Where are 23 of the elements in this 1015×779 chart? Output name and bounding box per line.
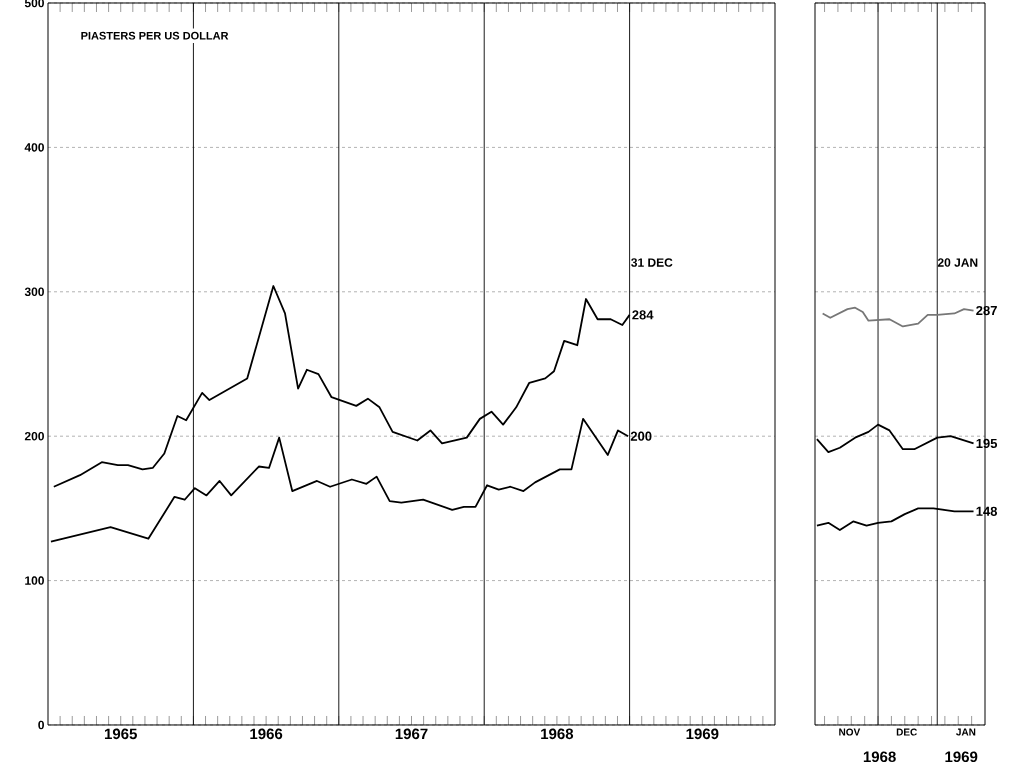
y-tick-label: 100 <box>25 576 44 585</box>
annotation: 31 DEC <box>631 258 673 267</box>
data-label: 195 <box>976 438 998 449</box>
x-tick-label: NOV <box>839 728 861 736</box>
annotation: 20 JAN <box>937 258 978 267</box>
text: 1969 <box>945 751 978 763</box>
x-tick-label: DEC <box>896 728 917 736</box>
x-tick-label: JAN <box>956 728 976 736</box>
data-label: 200 <box>630 431 652 441</box>
y-axis-title: PIASTERS PER US DOLLAR <box>81 31 229 40</box>
y-tick-label: 400 <box>24 143 44 152</box>
data-label: 284 <box>632 310 654 320</box>
y-tick-label: 200 <box>24 431 44 441</box>
y-tick-label: 300 <box>24 287 44 297</box>
x-tick-label: 1966 <box>250 728 283 740</box>
x-tick-label: 1967 <box>395 728 428 740</box>
text: 1968 <box>863 751 896 763</box>
x-tick-label: 1968 <box>541 728 574 740</box>
x-tick-label: 1969 <box>686 728 719 740</box>
data-label: 148 <box>976 506 998 516</box>
y-tick-label: 0 <box>38 720 44 730</box>
x-tick-label: 1965 <box>104 728 137 740</box>
data-label: 287 <box>976 305 997 316</box>
